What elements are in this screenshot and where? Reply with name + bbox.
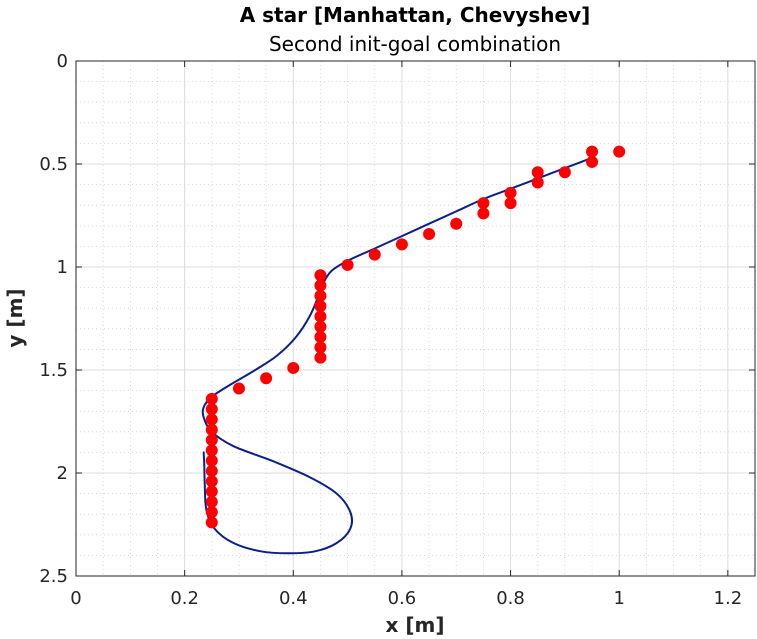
path-point: [450, 217, 463, 230]
path-point: [314, 279, 327, 292]
x-axis-label: x [m]: [386, 613, 445, 637]
path-point: [586, 145, 599, 158]
path-point: [205, 454, 218, 467]
y-tick-label: 0: [57, 51, 68, 72]
x-tick-label: 0.8: [496, 588, 525, 609]
chart-title: A star [Manhattan, Chevyshev]: [240, 3, 591, 27]
path-point: [205, 403, 218, 416]
trajectory-line: [201, 156, 593, 555]
path-point: [504, 186, 517, 199]
path-point: [341, 258, 354, 271]
x-tick-label: 0.2: [170, 588, 199, 609]
x-tick-label: 0.6: [388, 588, 417, 609]
path-point: [314, 351, 327, 364]
path-point: [586, 155, 599, 168]
path-point: [260, 372, 273, 385]
path-point: [205, 495, 218, 508]
path-point: [531, 166, 544, 179]
y-tick-label: 2.5: [39, 566, 68, 587]
path-point: [232, 382, 245, 395]
x-tick-label: 0.4: [279, 588, 308, 609]
path-point: [558, 166, 571, 179]
x-tick-label: 0: [70, 588, 81, 609]
path-point: [368, 248, 381, 261]
y-tick-label: 1.5: [39, 360, 68, 381]
x-tick-label: 1.2: [714, 588, 743, 609]
path-point: [314, 310, 327, 323]
path-point: [423, 228, 436, 241]
path-point: [531, 176, 544, 189]
series-layer: [201, 145, 626, 555]
major-grid: [76, 61, 755, 576]
path-point: [205, 444, 218, 457]
path-point: [477, 197, 490, 210]
path-point: [314, 331, 327, 344]
path-point: [205, 464, 218, 477]
x-axis: 0 0.2 0.4 0.6 0.8 1 1.2: [70, 61, 742, 609]
plot-area: [76, 61, 755, 576]
y-tick-label: 1: [57, 257, 68, 278]
path-point: [504, 197, 517, 210]
path-point: [314, 300, 327, 313]
path-point: [613, 145, 626, 158]
path-point: [205, 516, 218, 529]
chart-subtitle: Second init-goal combination: [269, 32, 561, 56]
y-axis: 0 0.5 1 1.5 2 2.5: [39, 51, 755, 587]
path-point: [314, 269, 327, 282]
x-tick-label: 1: [613, 588, 624, 609]
path-point: [477, 207, 490, 220]
path-point: [314, 320, 327, 333]
path-point: [205, 485, 218, 498]
path-point: [205, 413, 218, 426]
path-point: [205, 392, 218, 405]
plot-frame: [75, 60, 756, 577]
path-point: [314, 289, 327, 302]
path-point: [205, 434, 218, 447]
y-tick-label: 0.5: [39, 154, 68, 175]
y-axis-label: y [m]: [3, 288, 27, 347]
y-tick-label: 2: [57, 463, 68, 484]
path-point: [287, 361, 300, 374]
path-point: [395, 238, 408, 251]
path-point: [205, 423, 218, 436]
path-point: [205, 506, 218, 519]
path-point: [314, 341, 327, 354]
path-point: [205, 475, 218, 488]
